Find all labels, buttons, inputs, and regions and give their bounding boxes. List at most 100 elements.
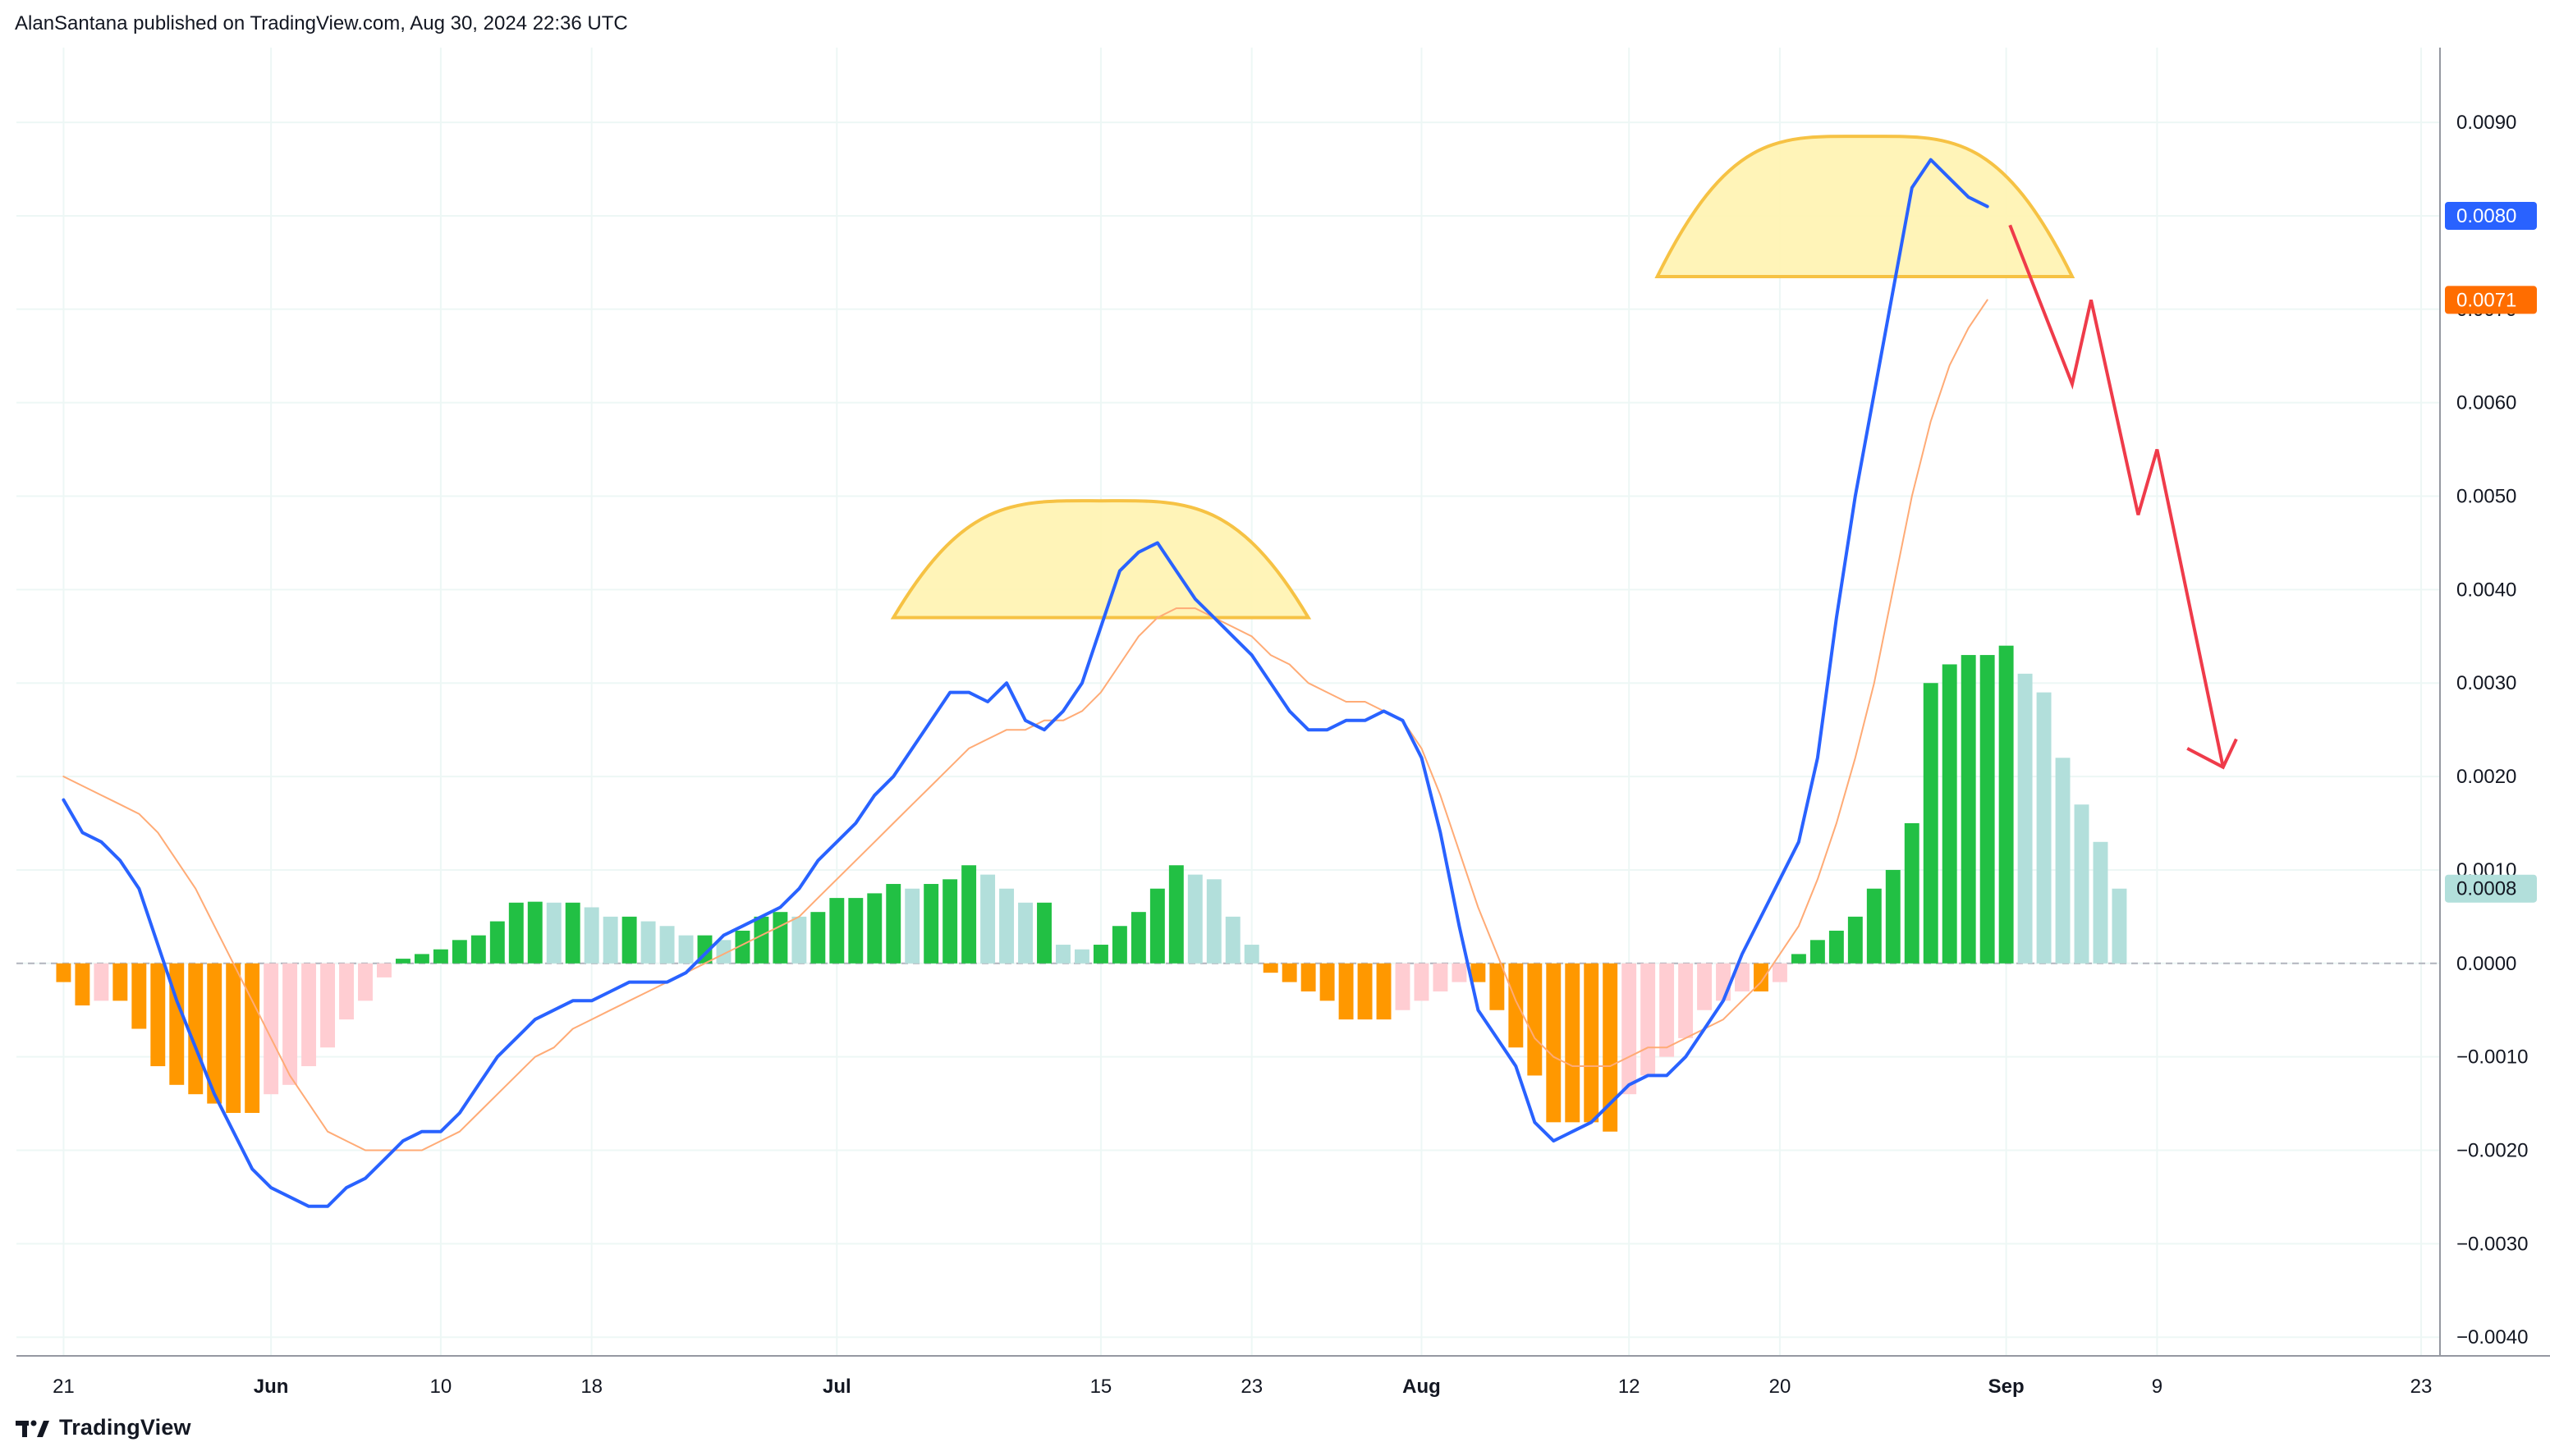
signal-line-path [62, 299, 1988, 1152]
histogram-bar [56, 963, 71, 982]
histogram-bar [1414, 963, 1429, 1001]
x-tick-label: 15 [1090, 1376, 1112, 1398]
histogram-bar [1376, 963, 1392, 1020]
histogram-bar [640, 921, 656, 964]
histogram-bar [905, 888, 920, 964]
histogram-bar [773, 912, 788, 964]
y-tick-label: 0.0050 [2456, 486, 2516, 508]
y-tick-label: 0.0000 [2456, 953, 2516, 975]
histogram-bar [1923, 683, 1938, 964]
histogram-bar [150, 963, 166, 1067]
x-tick-label: Jun [254, 1376, 289, 1398]
peak-highlight-arc [1654, 135, 2075, 278]
histogram-bar [1754, 963, 1768, 991]
histogram-bar [1112, 926, 1127, 964]
axis-frame [16, 48, 2550, 1357]
histogram-bar [2093, 841, 2108, 964]
y-tick-label: −0.0030 [2456, 1233, 2528, 1255]
histogram-bar [2074, 804, 2089, 964]
x-tick-label: 20 [1769, 1376, 1791, 1398]
histogram-bar [131, 963, 147, 1029]
histogram-bar [603, 916, 618, 964]
histogram-bar [584, 907, 599, 964]
histogram-bar [301, 963, 317, 1067]
y-tick-label: 0.0060 [2456, 392, 2516, 414]
x-tick-label: Sep [1988, 1376, 2025, 1398]
histogram-bar [659, 926, 675, 964]
histogram-bar [1979, 655, 1995, 964]
y-tick-label: 0.0020 [2456, 766, 2516, 788]
histogram-bar [207, 963, 222, 1104]
histogram-bar [1942, 664, 1957, 964]
histogram-bar [1508, 963, 1524, 1048]
histogram-bar [358, 963, 373, 1001]
histogram-bar [377, 963, 392, 978]
signal-last-value-tag-text: 0.0071 [2456, 289, 2516, 311]
price-axis: 0.00900.00800.00700.00600.00500.00400.00… [2456, 112, 2528, 1348]
histogram-bar [1603, 963, 1618, 1132]
histogram-bar [2036, 692, 2052, 964]
x-tick-label: 23 [2410, 1376, 2433, 1398]
histogram-bar [980, 874, 996, 964]
histogram-bar [867, 893, 883, 964]
signal-last-value-tag: 0.0071 [2445, 286, 2537, 314]
histogram-bar [1433, 963, 1448, 991]
footer: TradingView [15, 1415, 191, 1440]
histogram-bar [1809, 940, 1825, 964]
time-axis: 21 Jun 10 18 Jul 15 23 Aug 12 20 Sep 9 23 [53, 1376, 2432, 1398]
macd-last-value-tag-bg [2445, 201, 2537, 230]
x-tick-label: Jul [823, 1376, 851, 1398]
histogram-bar [470, 935, 486, 964]
histogram-bar [320, 963, 336, 1048]
x-tick-label: 9 [2152, 1376, 2162, 1398]
histogram-bar [1187, 874, 1203, 964]
histogram-bar [1697, 963, 1713, 1010]
histogram-bar [414, 954, 429, 964]
histogram-bar [94, 963, 109, 1001]
histogram-bar [1056, 945, 1071, 964]
histogram-bar [999, 888, 1015, 964]
histogram-bar [1319, 963, 1335, 1001]
histogram-bar [188, 963, 204, 1095]
histogram-bar [1489, 963, 1505, 1010]
histogram-bar [1791, 954, 1806, 964]
histogram-last-value-tag: 0.0008 [2445, 874, 2537, 903]
histogram-bar [1527, 963, 1543, 1076]
histogram-bar [489, 921, 505, 964]
histogram-bar [1866, 888, 1882, 964]
histogram-bar [433, 949, 448, 964]
y-tick-label: −0.0040 [2456, 1326, 2528, 1348]
histogram-bar [621, 916, 637, 964]
histogram-bar [245, 963, 260, 1113]
histogram-bar [1395, 963, 1410, 1010]
histogram-bar [829, 898, 845, 964]
histogram-bar [886, 884, 901, 964]
histogram-bar [754, 916, 769, 964]
histogram-bar [924, 884, 939, 964]
histogram-bar [1168, 865, 1184, 964]
histogram-bar [527, 901, 543, 964]
peak-highlight-arc [890, 499, 1312, 620]
x-tick-label: 21 [53, 1376, 75, 1398]
macd-line [62, 158, 1989, 1208]
histogram-bar [1716, 963, 1731, 1001]
y-tick-label: −0.0020 [2456, 1140, 2528, 1162]
histogram-last-value-tag-text: 0.0008 [2456, 878, 2516, 900]
signal-last-value-tag-bg [2445, 286, 2537, 314]
y-tick-label: −0.0010 [2456, 1046, 2528, 1069]
histogram-bar [735, 930, 750, 964]
histogram-bar [508, 902, 524, 964]
histogram-bar [1640, 963, 1656, 1076]
histogram-bar [1149, 888, 1165, 964]
histogram-bar [1263, 963, 1278, 973]
histogram-bar [1998, 645, 2014, 964]
histogram-bar [1300, 963, 1316, 991]
histogram-bar [1018, 902, 1034, 964]
histogram-bar [961, 865, 977, 964]
grid-layer [16, 48, 2440, 1356]
histogram-bar [1037, 902, 1052, 964]
histogram-bar [226, 963, 241, 1113]
signal-line [62, 299, 1988, 1152]
histogram-last-value-tag-bg [2445, 874, 2537, 903]
